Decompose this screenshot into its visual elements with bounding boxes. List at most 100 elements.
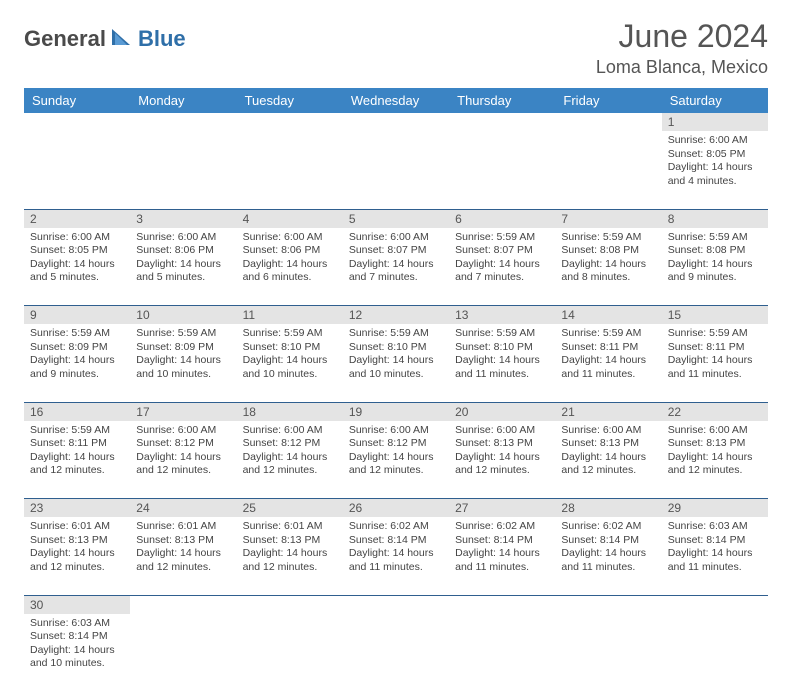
day-details: Sunrise: 6:00 AMSunset: 8:12 PMDaylight:… xyxy=(343,421,449,484)
day-body-cell: Sunrise: 5:59 AMSunset: 8:11 PMDaylight:… xyxy=(555,324,661,402)
day-body-cell: Sunrise: 6:03 AMSunset: 8:14 PMDaylight:… xyxy=(24,614,130,692)
day-details: Sunrise: 6:01 AMSunset: 8:13 PMDaylight:… xyxy=(130,517,236,580)
day-number-cell: 28 xyxy=(555,499,661,518)
day-body-cell: Sunrise: 6:01 AMSunset: 8:13 PMDaylight:… xyxy=(237,517,343,595)
day-body-cell: Sunrise: 5:59 AMSunset: 8:11 PMDaylight:… xyxy=(662,324,768,402)
day-details: Sunrise: 6:02 AMSunset: 8:14 PMDaylight:… xyxy=(555,517,661,580)
day-number-cell: 27 xyxy=(449,499,555,518)
day-number-cell: 20 xyxy=(449,402,555,421)
weekday-header: Friday xyxy=(555,88,661,113)
day-body-cell xyxy=(555,614,661,692)
day-number-cell: 7 xyxy=(555,209,661,228)
day-number-cell: 22 xyxy=(662,402,768,421)
weekday-header: Wednesday xyxy=(343,88,449,113)
day-body-cell: Sunrise: 6:00 AMSunset: 8:06 PMDaylight:… xyxy=(130,228,236,306)
day-number-cell xyxy=(130,595,236,614)
day-number-cell: 19 xyxy=(343,402,449,421)
location-label: Loma Blanca, Mexico xyxy=(596,57,768,78)
day-number-cell: 21 xyxy=(555,402,661,421)
day-number-cell xyxy=(237,595,343,614)
day-details: Sunrise: 6:00 AMSunset: 8:07 PMDaylight:… xyxy=(343,228,449,291)
day-body-cell xyxy=(24,131,130,209)
day-body-cell: Sunrise: 6:00 AMSunset: 8:07 PMDaylight:… xyxy=(343,228,449,306)
day-number-cell: 18 xyxy=(237,402,343,421)
day-body-cell: Sunrise: 6:01 AMSunset: 8:13 PMDaylight:… xyxy=(24,517,130,595)
day-number-cell: 15 xyxy=(662,306,768,325)
day-number-cell: 26 xyxy=(343,499,449,518)
logo-text-blue: Blue xyxy=(138,26,186,52)
day-details: Sunrise: 5:59 AMSunset: 8:08 PMDaylight:… xyxy=(662,228,768,291)
day-details: Sunrise: 5:59 AMSunset: 8:08 PMDaylight:… xyxy=(555,228,661,291)
day-details: Sunrise: 5:59 AMSunset: 8:07 PMDaylight:… xyxy=(449,228,555,291)
weekday-header: Sunday xyxy=(24,88,130,113)
day-number-cell: 25 xyxy=(237,499,343,518)
day-body-cell xyxy=(662,614,768,692)
day-body-cell: Sunrise: 6:03 AMSunset: 8:14 PMDaylight:… xyxy=(662,517,768,595)
day-details: Sunrise: 6:00 AMSunset: 8:06 PMDaylight:… xyxy=(130,228,236,291)
day-number-cell: 3 xyxy=(130,209,236,228)
day-number-cell xyxy=(662,595,768,614)
day-details: Sunrise: 6:00 AMSunset: 8:12 PMDaylight:… xyxy=(130,421,236,484)
day-number-cell xyxy=(343,113,449,131)
day-number-cell: 11 xyxy=(237,306,343,325)
day-body-cell: Sunrise: 5:59 AMSunset: 8:08 PMDaylight:… xyxy=(662,228,768,306)
day-body-cell xyxy=(130,131,236,209)
day-details: Sunrise: 6:01 AMSunset: 8:13 PMDaylight:… xyxy=(237,517,343,580)
day-number-cell xyxy=(343,595,449,614)
day-number-cell xyxy=(24,113,130,131)
day-number-cell xyxy=(130,113,236,131)
calendar-head: SundayMondayTuesdayWednesdayThursdayFrid… xyxy=(24,88,768,113)
day-details: Sunrise: 6:00 AMSunset: 8:12 PMDaylight:… xyxy=(237,421,343,484)
day-details: Sunrise: 6:00 AMSunset: 8:13 PMDaylight:… xyxy=(449,421,555,484)
day-body-cell: Sunrise: 6:00 AMSunset: 8:06 PMDaylight:… xyxy=(237,228,343,306)
day-body-cell xyxy=(237,614,343,692)
day-body-cell: Sunrise: 5:59 AMSunset: 8:09 PMDaylight:… xyxy=(24,324,130,402)
day-number-cell: 12 xyxy=(343,306,449,325)
day-details: Sunrise: 6:00 AMSunset: 8:06 PMDaylight:… xyxy=(237,228,343,291)
logo-sail-icon xyxy=(110,27,136,52)
day-details: Sunrise: 6:03 AMSunset: 8:14 PMDaylight:… xyxy=(662,517,768,580)
day-number-cell: 2 xyxy=(24,209,130,228)
day-body-cell: Sunrise: 6:02 AMSunset: 8:14 PMDaylight:… xyxy=(343,517,449,595)
day-number-cell: 1 xyxy=(662,113,768,131)
calendar-body: 1Sunrise: 6:00 AMSunset: 8:05 PMDaylight… xyxy=(24,113,768,692)
day-details: Sunrise: 5:59 AMSunset: 8:11 PMDaylight:… xyxy=(555,324,661,387)
day-number-cell: 17 xyxy=(130,402,236,421)
header: General Blue June 2024 Loma Blanca, Mexi… xyxy=(24,18,768,78)
day-body-cell: Sunrise: 6:00 AMSunset: 8:13 PMDaylight:… xyxy=(555,421,661,499)
day-number-cell: 14 xyxy=(555,306,661,325)
day-number-cell xyxy=(237,113,343,131)
day-body-cell xyxy=(237,131,343,209)
day-number-cell: 10 xyxy=(130,306,236,325)
day-number-cell: 30 xyxy=(24,595,130,614)
day-number-cell: 13 xyxy=(449,306,555,325)
day-number-cell: 6 xyxy=(449,209,555,228)
day-number-cell xyxy=(555,595,661,614)
day-number-cell: 24 xyxy=(130,499,236,518)
day-body-cell: Sunrise: 6:00 AMSunset: 8:12 PMDaylight:… xyxy=(343,421,449,499)
day-body-cell: Sunrise: 5:59 AMSunset: 8:10 PMDaylight:… xyxy=(237,324,343,402)
weekday-header: Saturday xyxy=(662,88,768,113)
day-body-cell: Sunrise: 6:00 AMSunset: 8:13 PMDaylight:… xyxy=(662,421,768,499)
day-details: Sunrise: 5:59 AMSunset: 8:11 PMDaylight:… xyxy=(662,324,768,387)
day-body-cell: Sunrise: 6:00 AMSunset: 8:05 PMDaylight:… xyxy=(662,131,768,209)
day-number-cell xyxy=(449,595,555,614)
day-details: Sunrise: 5:59 AMSunset: 8:10 PMDaylight:… xyxy=(237,324,343,387)
day-body-cell: Sunrise: 5:59 AMSunset: 8:10 PMDaylight:… xyxy=(343,324,449,402)
logo-text-dark: General xyxy=(24,26,106,52)
day-number-cell xyxy=(449,113,555,131)
day-body-cell: Sunrise: 6:00 AMSunset: 8:13 PMDaylight:… xyxy=(449,421,555,499)
day-body-cell: Sunrise: 5:59 AMSunset: 8:11 PMDaylight:… xyxy=(24,421,130,499)
logo: General Blue xyxy=(24,26,186,52)
page-title: June 2024 xyxy=(596,18,768,55)
day-number-cell: 8 xyxy=(662,209,768,228)
day-details: Sunrise: 6:02 AMSunset: 8:14 PMDaylight:… xyxy=(449,517,555,580)
day-body-cell: Sunrise: 6:00 AMSunset: 8:05 PMDaylight:… xyxy=(24,228,130,306)
day-number-cell: 16 xyxy=(24,402,130,421)
day-details: Sunrise: 6:00 AMSunset: 8:13 PMDaylight:… xyxy=(662,421,768,484)
day-details: Sunrise: 5:59 AMSunset: 8:10 PMDaylight:… xyxy=(343,324,449,387)
day-body-cell xyxy=(343,614,449,692)
day-number-cell xyxy=(555,113,661,131)
day-details: Sunrise: 6:00 AMSunset: 8:05 PMDaylight:… xyxy=(662,131,768,194)
day-body-cell: Sunrise: 6:01 AMSunset: 8:13 PMDaylight:… xyxy=(130,517,236,595)
